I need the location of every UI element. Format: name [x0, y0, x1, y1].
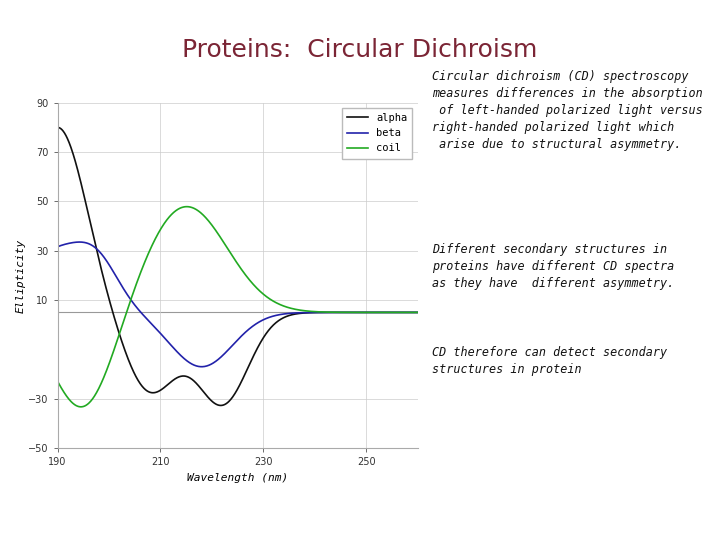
- beta: [53, 244, 62, 250]
- beta: [197, 363, 206, 370]
- coil: [199, 213, 208, 219]
- Line: coil: coil: [58, 207, 418, 407]
- alpha: [53, 124, 62, 131]
- Text: Circular dichroism (CD) spectroscopy
measures differences in the absorption
 of : Circular dichroism (CD) spectroscopy mea…: [432, 70, 703, 151]
- coil: [212, 229, 221, 235]
- Text: CD therefore can detect secondary
structures in protein: CD therefore can detect secondary struct…: [432, 346, 667, 376]
- Legend: alpha, beta, coil: alpha, beta, coil: [341, 108, 413, 159]
- beta: [76, 239, 84, 245]
- alpha: [217, 402, 225, 409]
- beta: [199, 363, 208, 370]
- alpha: [334, 309, 343, 316]
- Line: alpha: alpha: [58, 127, 418, 406]
- alpha: [413, 309, 422, 316]
- alpha: [90, 237, 99, 244]
- coil: [77, 403, 86, 410]
- alpha: [301, 309, 310, 316]
- coil: [91, 393, 99, 399]
- beta: [341, 309, 350, 316]
- Y-axis label: Ellipticity: Ellipticity: [15, 238, 25, 313]
- alpha: [341, 309, 349, 316]
- coil: [335, 309, 343, 315]
- Line: beta: beta: [58, 242, 418, 367]
- beta: [413, 309, 422, 316]
- Text: Different secondary structures in
proteins have different CD spectra
as they hav: Different secondary structures in protei…: [432, 243, 674, 290]
- alpha: [212, 401, 220, 408]
- alpha: [199, 388, 207, 395]
- beta: [301, 309, 310, 316]
- coil: [413, 309, 422, 316]
- coil: [301, 308, 310, 314]
- coil: [183, 204, 192, 210]
- X-axis label: Wavelength (nm): Wavelength (nm): [187, 473, 288, 483]
- beta: [91, 244, 99, 251]
- Text: Proteins:  Circular Dichroism: Proteins: Circular Dichroism: [182, 38, 538, 62]
- beta: [335, 309, 343, 316]
- coil: [53, 378, 62, 384]
- beta: [212, 357, 221, 364]
- coil: [341, 309, 350, 315]
